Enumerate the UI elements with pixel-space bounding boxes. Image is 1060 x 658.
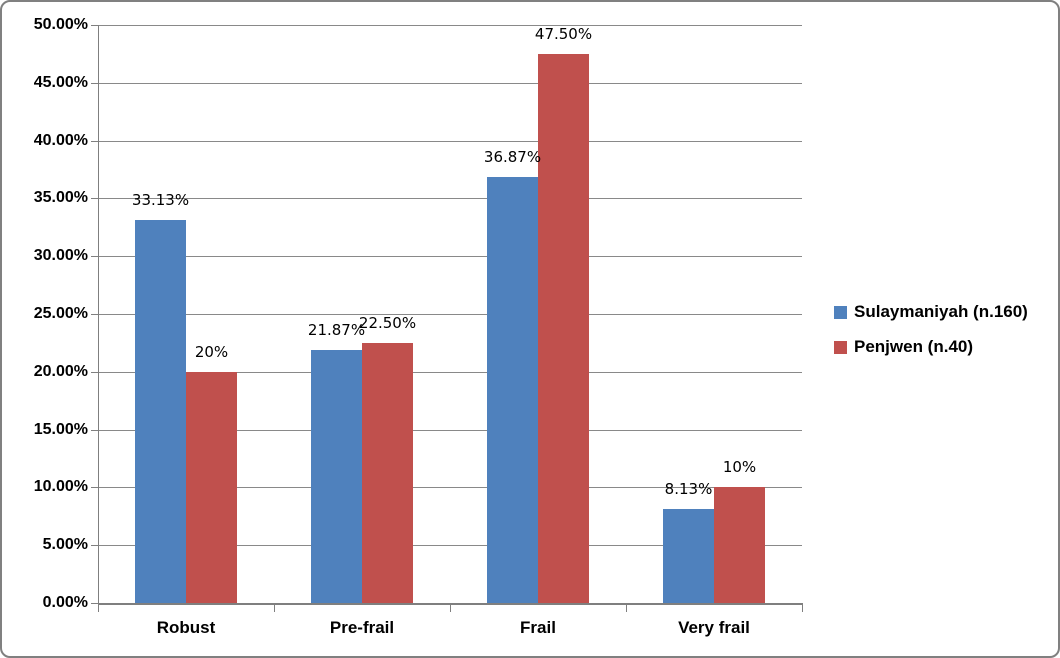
- gridline: [98, 314, 802, 315]
- y-axis-tick: [91, 429, 98, 431]
- x-axis-tick: [802, 605, 803, 612]
- legend-label: Sulaymaniyah (n.160): [854, 302, 1028, 321]
- y-axis-tick: [91, 140, 98, 142]
- y-axis-tick: [91, 371, 98, 373]
- y-axis-tick-label: 25.00%: [33, 305, 88, 322]
- y-axis-tick: [91, 487, 98, 489]
- x-axis-category-label: Pre-frail: [329, 618, 395, 637]
- data-label-penjwen-n-40-pre-frail: 22.50%: [358, 314, 417, 332]
- y-axis-tick: [91, 545, 98, 547]
- y-axis-tick-label: 50.00%: [33, 16, 88, 33]
- x-axis-tick: [450, 605, 451, 612]
- bar-sulaymaniyah-n-160-very-frail: [663, 509, 714, 603]
- legend-swatch-icon: [834, 305, 847, 319]
- y-axis-tick-label: 10.00%: [33, 478, 88, 496]
- gridline: [98, 140, 802, 142]
- y-axis-tick: [91, 198, 98, 200]
- x-axis-category-label: Frail: [520, 618, 556, 637]
- bar-penjwen-n-40-robust: [186, 372, 237, 603]
- y-axis-tick: [91, 256, 98, 258]
- y-axis-tick: [91, 314, 98, 315]
- gridline: [98, 487, 802, 489]
- y-axis-tick-label: 40.00%: [33, 131, 88, 149]
- data-label-sulaymaniyah-n-160-pre-frail: 21.87%: [307, 321, 366, 339]
- x-axis-tick: [626, 605, 627, 612]
- y-axis-tick-label: 30.00%: [33, 247, 88, 265]
- y-axis-tick: [91, 603, 98, 604]
- legend-label: Penjwen (n.40): [854, 337, 974, 356]
- data-label-penjwen-n-40-frail: 47.50%: [534, 25, 593, 43]
- gridline: [98, 25, 802, 26]
- y-axis-tick-label: 45.00%: [33, 73, 88, 91]
- x-axis-category-label: Very frail: [678, 618, 750, 637]
- data-label-sulaymaniyah-n-160-robust: 33.13%: [131, 191, 190, 209]
- bar-sulaymaniyah-n-160-robust: [135, 220, 186, 603]
- y-axis-tick: [91, 82, 98, 84]
- data-label-sulaymaniyah-n-160-very-frail: 8.13%: [664, 480, 713, 498]
- x-axis-category-label: Robust: [156, 618, 216, 637]
- gridline: [98, 371, 802, 373]
- legend: Sulaymaniyah (n.160) Penjwen (n.40): [834, 302, 1028, 357]
- x-axis-tick: [98, 605, 99, 612]
- bar-penjwen-n-40-very-frail: [714, 487, 765, 603]
- bar-sulaymaniyah-n-160-frail: [487, 177, 538, 603]
- y-axis-tick-label: 0.00%: [42, 594, 88, 611]
- y-axis-tick-label: 20.00%: [33, 362, 88, 380]
- y-axis-tick-label: 15.00%: [33, 420, 88, 438]
- legend-item-sulaymaniyah-n-160: Sulaymaniyah (n.160): [834, 302, 1028, 322]
- x-axis-tick: [274, 605, 275, 612]
- y-axis-tick-label: 5.00%: [42, 536, 88, 554]
- legend-swatch-icon: [834, 340, 847, 354]
- gridline: [98, 256, 802, 258]
- bar-sulaymaniyah-n-160-pre-frail: [311, 350, 362, 603]
- y-axis-line: [98, 25, 99, 610]
- gridline: [98, 82, 802, 84]
- gridline: [98, 545, 802, 547]
- data-label-penjwen-n-40-very-frail: 10%: [722, 458, 757, 476]
- gridline: [98, 198, 802, 200]
- data-label-penjwen-n-40-robust: 20%: [194, 343, 229, 361]
- data-label-sulaymaniyah-n-160-frail: 36.87%: [483, 148, 542, 166]
- bar-penjwen-n-40-frail: [538, 54, 589, 603]
- legend-item-penjwen-n-40: Penjwen (n.40): [834, 337, 1028, 357]
- x-axis-line: [98, 603, 803, 605]
- y-axis-tick: [91, 25, 98, 26]
- y-axis-tick-label: 35.00%: [33, 189, 88, 207]
- bar-penjwen-n-40-pre-frail: [362, 343, 413, 603]
- gridline: [98, 429, 802, 431]
